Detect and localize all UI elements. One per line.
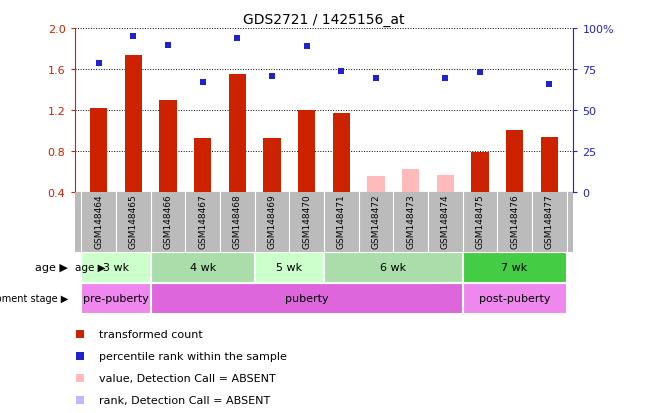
- Text: GSM148477: GSM148477: [545, 194, 554, 249]
- Text: GSM148472: GSM148472: [371, 194, 380, 248]
- Text: post-puberty: post-puberty: [479, 293, 550, 304]
- Text: 5 wk: 5 wk: [276, 262, 303, 273]
- Text: GSM148474: GSM148474: [441, 194, 450, 248]
- Text: GSM148467: GSM148467: [198, 194, 207, 249]
- Text: GSM148466: GSM148466: [163, 194, 172, 249]
- Title: GDS2721 / 1425156_at: GDS2721 / 1425156_at: [243, 12, 405, 26]
- Bar: [506, 131, 523, 192]
- Text: age ▶: age ▶: [75, 262, 106, 273]
- Bar: [90, 109, 108, 192]
- Text: pre-puberty: pre-puberty: [83, 293, 149, 304]
- Text: 7 wk: 7 wk: [502, 262, 527, 273]
- Bar: [159, 100, 177, 192]
- Bar: [229, 75, 246, 192]
- Bar: [125, 55, 142, 192]
- Text: GSM148470: GSM148470: [302, 194, 311, 249]
- Bar: [367, 177, 385, 192]
- Bar: [82, 252, 151, 283]
- Bar: [151, 283, 463, 314]
- Text: rank, Detection Call = ABSENT: rank, Detection Call = ABSENT: [100, 395, 271, 405]
- Text: value, Detection Call = ABSENT: value, Detection Call = ABSENT: [100, 373, 276, 383]
- Text: 3 wk: 3 wk: [103, 262, 129, 273]
- Text: percentile rank within the sample: percentile rank within the sample: [100, 351, 287, 361]
- Text: puberty: puberty: [285, 293, 329, 304]
- Bar: [324, 252, 463, 283]
- Bar: [471, 152, 489, 192]
- Text: GSM148469: GSM148469: [268, 194, 277, 249]
- Text: 4 wk: 4 wk: [190, 262, 216, 273]
- Bar: [463, 252, 566, 283]
- Bar: [255, 252, 324, 283]
- Text: 6 wk: 6 wk: [380, 262, 406, 273]
- Bar: [298, 111, 316, 192]
- Bar: [332, 114, 350, 192]
- Bar: [151, 252, 255, 283]
- Bar: [540, 138, 558, 192]
- Bar: [194, 139, 211, 192]
- Bar: [82, 283, 151, 314]
- Text: GSM148473: GSM148473: [406, 194, 415, 249]
- Bar: [463, 283, 566, 314]
- Text: GSM148464: GSM148464: [94, 194, 103, 248]
- Text: GSM148468: GSM148468: [233, 194, 242, 249]
- Text: age ▶: age ▶: [35, 262, 68, 273]
- Text: GSM148465: GSM148465: [129, 194, 138, 249]
- Text: GSM148476: GSM148476: [510, 194, 519, 249]
- Text: transformed count: transformed count: [100, 330, 203, 339]
- Text: development stage ▶: development stage ▶: [0, 293, 68, 304]
- Text: GSM148471: GSM148471: [337, 194, 346, 249]
- Text: GSM148475: GSM148475: [476, 194, 485, 249]
- Bar: [437, 176, 454, 192]
- Bar: [263, 139, 281, 192]
- Bar: [402, 170, 419, 192]
